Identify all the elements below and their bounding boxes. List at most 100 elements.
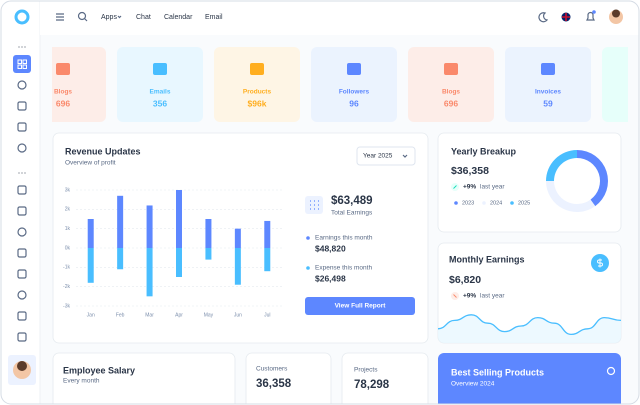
notifications[interactable] (586, 11, 595, 21)
x-tick-label: Apr (175, 312, 183, 318)
y-tick-label: 0k (65, 245, 71, 251)
nav-icon[interactable] (17, 332, 27, 342)
menu-toggle[interactable] (56, 13, 64, 21)
nav-icon[interactable] (17, 185, 27, 195)
flag-cross (562, 13, 570, 21)
chevron (402, 154, 408, 158)
nav-link[interactable]: Apps (101, 14, 117, 21)
expense-value: $26,498 (315, 273, 346, 283)
card-value: 36,358 (256, 378, 292, 390)
period-select-label: Year 2025 (363, 153, 393, 160)
stat-label: Blogs (54, 89, 72, 96)
nav-icon[interactable] (17, 290, 27, 300)
search-icon (84, 18, 88, 22)
monthly-value: $6,820 (449, 274, 481, 286)
nav-icon[interactable] (17, 101, 27, 111)
employee-card (52, 352, 236, 404)
y-tick-label: 3k (65, 187, 71, 193)
bar (146, 205, 153, 248)
settings-icon[interactable] (606, 366, 616, 376)
stat-label: Products (243, 89, 272, 96)
stat-icon (347, 63, 361, 75)
stat-card[interactable] (311, 47, 397, 122)
legend-label: Expense this month (315, 265, 372, 272)
change-value: +9% (463, 184, 476, 191)
stat-label: Followers (339, 89, 370, 96)
nav-icon[interactable] (17, 206, 27, 216)
nav-icon[interactable] (17, 227, 27, 237)
y-tick-label: -2k (63, 284, 70, 290)
donut-slice (577, 150, 608, 207)
customers-card (245, 352, 332, 404)
stat-card[interactable] (20, 47, 106, 122)
x-tick-label: Mar (145, 312, 154, 318)
stat-value: 696 (56, 98, 70, 108)
sidebar-icons (17, 80, 27, 342)
nav-icon[interactable] (17, 248, 27, 258)
nav-icon[interactable] (17, 269, 27, 279)
total-icon-glyph (310, 200, 319, 210)
menu-dots: ··· (18, 41, 27, 51)
card-title: Monthly Earnings (449, 254, 525, 264)
report-button-label: View Full Report (335, 303, 387, 310)
change-label: last year (480, 184, 505, 191)
icon-glyph (17, 59, 22, 64)
card-value: 78,298 (354, 379, 390, 391)
stat-card[interactable] (117, 47, 203, 122)
stat-value: 696 (444, 98, 458, 108)
theme-toggle[interactable] (538, 12, 549, 23)
stat-card[interactable] (602, 47, 640, 122)
logo[interactable] (14, 9, 30, 25)
stat-value: 59 (543, 98, 553, 108)
nav-link[interactable]: Chat (136, 14, 151, 21)
bar (146, 248, 153, 297)
bar (234, 228, 241, 248)
donut-slice (546, 181, 596, 212)
card-label: Projects (354, 367, 378, 374)
notification-dot (592, 10, 596, 14)
stat-icon (250, 63, 264, 75)
icon-glyph (17, 64, 22, 69)
stat-value: 96 (349, 98, 359, 108)
nav-icon[interactable] (17, 122, 27, 132)
bar (264, 220, 271, 248)
stat-card[interactable] (505, 47, 591, 122)
search-icon[interactable] (77, 11, 87, 21)
x-tick-label: Jul (264, 312, 270, 318)
legend-dot (454, 201, 458, 205)
legend-label: 2024 (490, 200, 502, 206)
stat-card[interactable] (214, 47, 300, 122)
x-tick-label: Jan (87, 312, 95, 318)
nav-link[interactable]: Email (205, 14, 223, 21)
stat-label: Emails (150, 89, 171, 96)
card-label: Customers (256, 366, 288, 373)
legend-label: Earnings this month (315, 235, 373, 242)
yearly-value: $36,358 (451, 165, 489, 177)
nav-icon[interactable] (17, 311, 27, 321)
bar (234, 248, 241, 285)
nav-icon[interactable] (17, 143, 27, 153)
legend-dot (306, 266, 310, 270)
nav-link[interactable]: Calendar (164, 14, 193, 21)
y-tick-label: -3k (63, 303, 70, 309)
y-tick-label: 2k (65, 207, 71, 213)
card-subtitle: Overview of profit (65, 160, 116, 167)
bar (176, 190, 182, 248)
chevron (117, 15, 122, 19)
nav-icon[interactable] (17, 80, 27, 90)
stat-icon (153, 63, 167, 75)
card-subtitle: Overview 2024 (451, 381, 495, 388)
icon-glyph (22, 64, 27, 69)
change-arrow (453, 185, 457, 189)
legend-dot (510, 201, 514, 205)
legend-label: 2023 (462, 200, 474, 206)
projects-card (341, 352, 429, 404)
change-value: +9% (463, 293, 476, 300)
period-select[interactable] (356, 146, 416, 166)
report-button[interactable] (305, 297, 415, 315)
legend-dot (306, 236, 310, 240)
stat-value: 356 (153, 98, 167, 108)
total-value: $63,489 (331, 195, 373, 207)
stat-card[interactable] (408, 47, 494, 122)
